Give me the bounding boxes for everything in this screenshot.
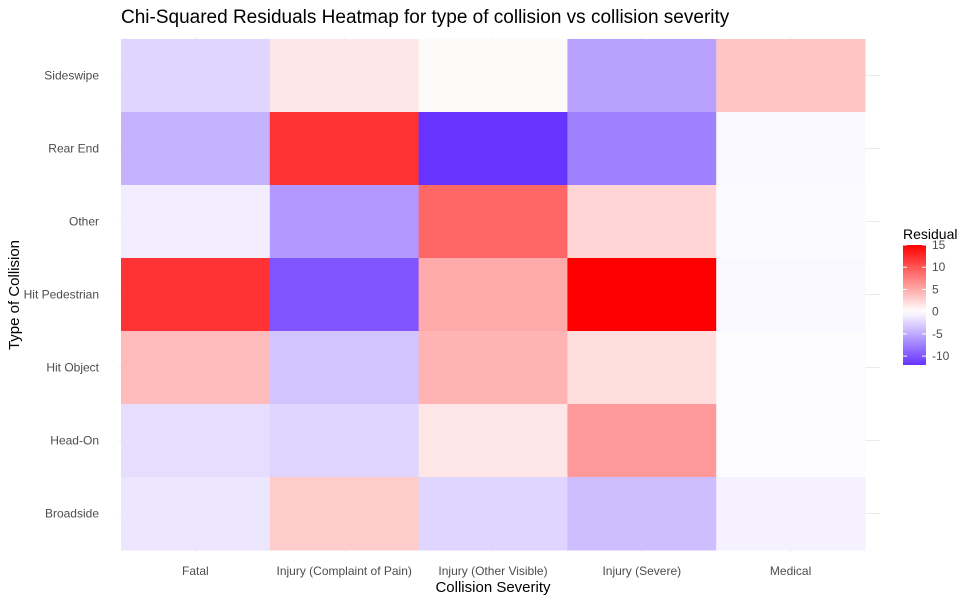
y-tick-label: Hit Pedestrian	[24, 288, 99, 302]
x-tick-label: Injury (Complaint of Pain)	[277, 564, 412, 578]
heatmap-cell	[716, 477, 866, 551]
heatmap-cell	[269, 39, 420, 113]
heatmap-cell	[269, 112, 420, 186]
legend-tick-label: -5	[932, 327, 943, 341]
legend-tick-label: 15	[932, 238, 946, 252]
legend: Residual 15 10 5 0 -5 -10	[903, 226, 957, 365]
heatmap-cell	[121, 185, 271, 259]
legend-tick-label: 5	[932, 282, 939, 296]
x-tick-label: Fatal	[182, 564, 209, 578]
y-tick-label: Rear End	[48, 142, 99, 156]
heatmap-cell	[121, 112, 271, 186]
heatmap-cell	[716, 258, 866, 332]
heatmap-cell	[567, 39, 717, 113]
heatmap-cell	[716, 185, 866, 259]
heatmap-cells	[121, 39, 866, 551]
heatmap-cell	[418, 477, 568, 551]
heatmap-cell	[716, 331, 866, 405]
x-tick-label: Injury (Severe)	[602, 564, 681, 578]
x-axis-title: Collision Severity	[435, 579, 551, 596]
heatmap-cell	[567, 477, 717, 551]
heatmap-cell	[418, 185, 568, 259]
heatmap-cell	[716, 39, 866, 113]
heatmap-cell	[418, 404, 568, 478]
heatmap-cell	[269, 331, 420, 405]
x-tick-label: Injury (Other Visible)	[438, 564, 547, 578]
heatmap-cell	[418, 112, 568, 186]
heatmap-cell	[121, 331, 271, 405]
y-tick-label: Other	[69, 215, 99, 229]
heatmap-cell	[567, 112, 717, 186]
heatmap-cell	[418, 39, 568, 113]
legend-colorbar	[903, 245, 926, 365]
legend-title: Residual	[903, 226, 957, 242]
heatmap-cell	[418, 258, 568, 332]
heatmap-cell	[269, 404, 420, 478]
y-tick-label: Sideswipe	[44, 69, 99, 83]
heatmap-cell	[269, 477, 420, 551]
heatmap-cell	[121, 404, 271, 478]
y-axis-ticks: Sideswipe Rear End Other Hit Pedestrian Hit …	[24, 69, 100, 521]
x-axis-ticks: Fatal Injury (Complaint of Pain) Injury (O…	[182, 564, 811, 578]
heatmap-cell	[567, 258, 717, 332]
chart-title: Chi-Squared Residuals Heatmap for type o…	[121, 7, 730, 28]
heatmap-cell	[121, 258, 271, 332]
y-tick-label: Broadside	[45, 507, 99, 521]
legend-ticks: 15 10 5 0 -5 -10	[903, 238, 950, 363]
y-axis-title: Type of Collision	[6, 240, 23, 350]
heatmap-cell	[716, 112, 866, 186]
heatmap-cell	[121, 477, 271, 551]
legend-tick-label: -10	[932, 349, 950, 363]
heatmap-cell	[567, 185, 717, 259]
heatmap-cell	[269, 185, 420, 259]
heatmap-cell	[567, 331, 717, 405]
heatmap-cell	[418, 331, 568, 405]
heatmap-cell	[121, 39, 271, 113]
x-tick-label: Medical	[770, 564, 811, 578]
legend-tick-label: 10	[932, 260, 946, 274]
heatmap-cell	[716, 404, 866, 478]
y-tick-label: Head-On	[50, 434, 99, 448]
heatmap-cell	[269, 258, 420, 332]
legend-tick-label: 0	[932, 305, 939, 319]
heatmap-cell	[567, 404, 717, 478]
y-tick-label: Hit Object	[46, 361, 99, 375]
